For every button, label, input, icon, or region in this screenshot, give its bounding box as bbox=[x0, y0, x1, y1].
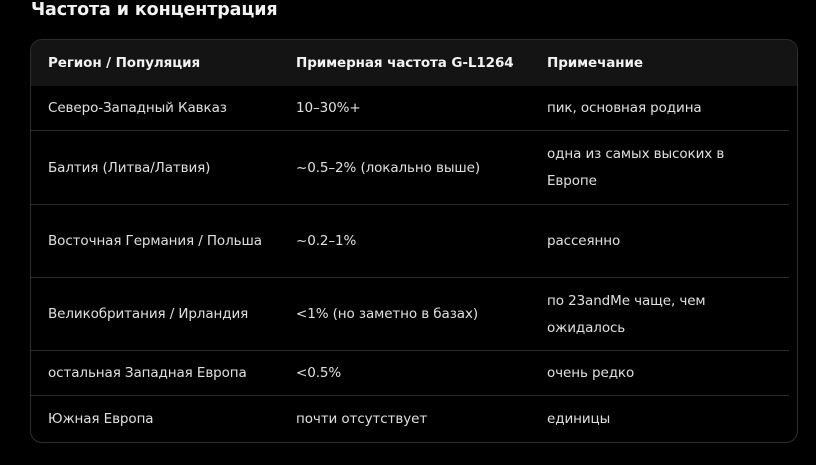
cell-note: по 23andMe чаще, чем ожидалось bbox=[547, 292, 706, 336]
cell-note: пик, основная родина bbox=[547, 100, 702, 116]
cell-frequency: ~0.2–1% bbox=[296, 233, 357, 249]
column-header-frequency: Примерная частота G-L1264 bbox=[296, 55, 514, 71]
cell-note: единицы bbox=[547, 410, 611, 427]
row-divider bbox=[31, 350, 789, 351]
row-divider bbox=[31, 130, 789, 131]
cell-region: Северо-Западный Кавказ bbox=[48, 100, 227, 116]
frequency-table: Регион / Популяция Примерная частота G-L… bbox=[30, 39, 798, 443]
cell-region: Балтия (Литва/Латвия) bbox=[48, 159, 211, 176]
cell-frequency: почти отсутствует bbox=[296, 410, 428, 427]
cell-note: одна из самых высоких в Европе bbox=[547, 146, 725, 189]
row-divider bbox=[31, 277, 789, 278]
cell-note: очень редко bbox=[547, 365, 635, 381]
cell-note: рассеянно bbox=[547, 233, 621, 249]
table-row: остальная Западная Европа <0.5% очень ре… bbox=[31, 351, 797, 396]
section-heading: Частота и концентрация bbox=[31, 0, 278, 20]
column-header-region: Регион / Популяция bbox=[48, 55, 201, 71]
table-row: Восточная Германия / Польша ~0.2–1% расс… bbox=[31, 205, 797, 278]
table-row: Балтия (Литва/Латвия) ~0.5–2% (локально … bbox=[31, 131, 797, 205]
row-divider bbox=[31, 204, 789, 205]
table-row: Северо-Западный Кавказ 10–30%+ пик, осно… bbox=[31, 86, 797, 131]
cell-frequency: ~0.5–2% (локально выше) bbox=[296, 159, 481, 176]
cell-frequency: <1% (но заметно в базах) bbox=[296, 306, 478, 322]
table-row: Южная Европа почти отсутствует единицы bbox=[31, 396, 797, 442]
cell-region: Восточная Германия / Польша bbox=[48, 233, 262, 249]
cell-region: Великобритания / Ирландия bbox=[48, 306, 249, 322]
row-divider bbox=[31, 395, 789, 396]
column-header-note: Примечание bbox=[547, 55, 643, 71]
cell-region: остальная Западная Европа bbox=[48, 365, 247, 381]
cell-region: Южная Европа bbox=[48, 410, 154, 427]
cell-frequency: <0.5% bbox=[296, 365, 342, 381]
table-header-row: Регион / Популяция Примерная частота G-L… bbox=[31, 40, 797, 86]
table-row: Великобритания / Ирландия <1% (но заметн… bbox=[31, 278, 797, 351]
cell-frequency: 10–30%+ bbox=[296, 100, 361, 116]
